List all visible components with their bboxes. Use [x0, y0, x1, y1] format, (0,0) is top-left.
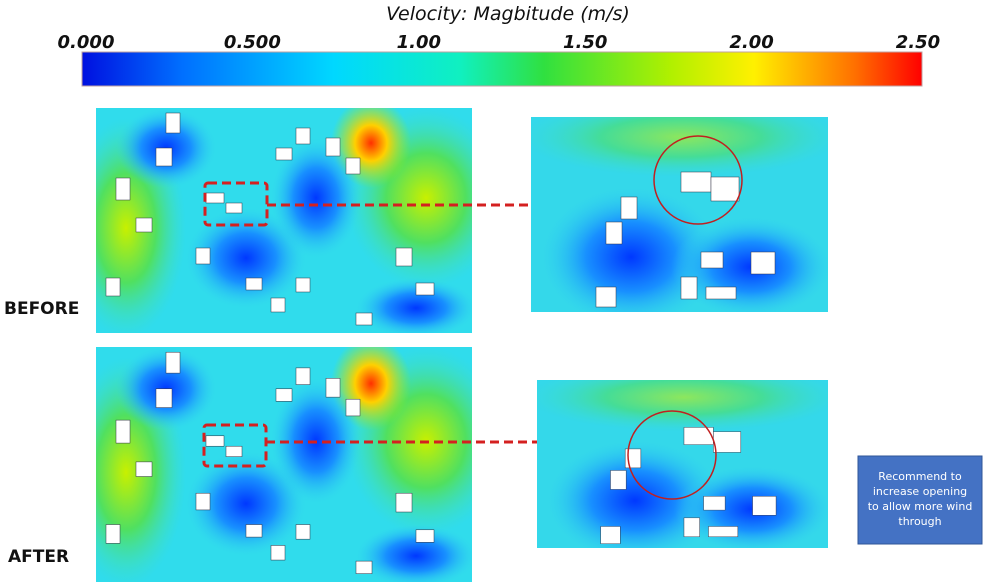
legend-title: Velocity: Magbitude (m/s)	[386, 3, 630, 25]
note-line: to allow more wind	[868, 500, 973, 513]
legend-tick: 1.50	[563, 32, 607, 53]
after-zoom	[537, 380, 828, 548]
before-label: BEFORE	[4, 299, 79, 319]
legend-tick: 2.50	[896, 32, 940, 53]
before-map	[96, 108, 472, 333]
legend-tick: 0.500	[224, 32, 281, 53]
legend-ticks: 0.000 0.500 1.00 1.50 2.00 2.50	[58, 32, 941, 53]
note-line: through	[898, 515, 941, 528]
note: Recommend to increase opening to allow mor…	[868, 470, 973, 528]
legend-tick: 2.00	[729, 32, 773, 53]
after-label: AFTER	[8, 547, 69, 567]
before-zoom	[531, 117, 828, 312]
highlight-box	[202, 423, 268, 468]
note-box	[857, 455, 983, 545]
after-map	[96, 347, 472, 582]
focus-circle	[653, 135, 743, 225]
note-line: Recommend to	[878, 470, 962, 483]
legend-tick: 1.00	[397, 32, 441, 53]
note-line: increase opening	[873, 485, 967, 498]
legend-tick: 0.000	[58, 32, 115, 53]
focus-circle	[627, 410, 717, 500]
colorbar	[81, 51, 923, 87]
